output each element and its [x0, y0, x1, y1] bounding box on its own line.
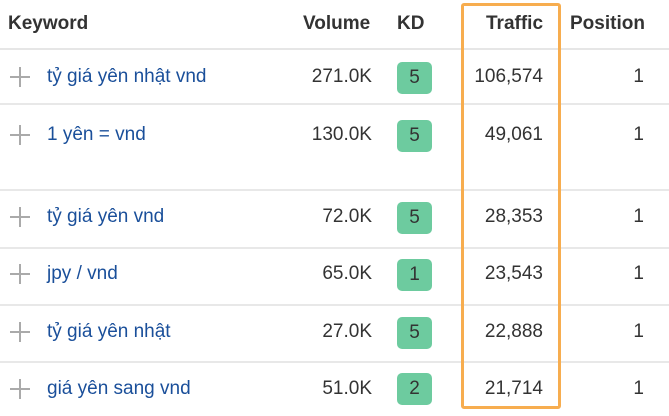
table-row: tỷ giá yên nhật 27.0K 5 22,888 1	[0, 306, 669, 363]
volume-value: 72.0K	[322, 206, 372, 227]
traffic-value: 22,888	[484, 321, 543, 342]
table-row: giá yên sang vnd 51.0K 2 21,714 1	[0, 363, 669, 416]
position-value: 1	[633, 378, 644, 399]
add-keyword-plus-icon[interactable]	[10, 125, 30, 145]
keyword-link[interactable]: tỷ giá yên nhật vnd	[47, 66, 207, 87]
add-keyword-plus-icon[interactable]	[10, 67, 30, 87]
position-value: 1	[633, 321, 644, 342]
table-row: jpy / vnd 65.0K 1 23,543 1	[0, 249, 669, 306]
table-header: Keyword Volume KD Traffic Position	[0, 0, 669, 50]
position-value: 1	[633, 66, 644, 87]
traffic-value: 106,574	[474, 66, 543, 87]
traffic-value: 21,714	[484, 378, 543, 399]
volume-value: 65.0K	[322, 263, 372, 284]
kd-badge: 5	[397, 317, 432, 349]
add-keyword-plus-icon[interactable]	[10, 379, 30, 399]
keyword-link[interactable]: tỷ giá yên nhật	[47, 321, 171, 342]
keyword-link[interactable]: giá yên sang vnd	[47, 378, 191, 399]
keyword-link[interactable]: 1 yên = vnd	[47, 124, 146, 145]
volume-value: 27.0K	[322, 321, 372, 342]
volume-value: 130.0K	[311, 124, 372, 145]
table-row: tỷ giá yên vnd 72.0K 5 28,353 1	[0, 191, 669, 249]
kd-badge: 5	[397, 202, 432, 234]
kd-badge: 1	[397, 259, 432, 291]
position-value: 1	[633, 206, 644, 227]
column-header-kd[interactable]: KD	[397, 13, 425, 34]
kd-badge: 5	[397, 62, 432, 94]
position-value: 1	[633, 124, 644, 145]
traffic-value: 28,353	[484, 206, 543, 227]
traffic-value: 49,061	[484, 124, 543, 145]
kd-badge: 5	[397, 120, 432, 152]
traffic-value: 23,543	[484, 263, 543, 284]
volume-value: 271.0K	[311, 66, 372, 87]
column-header-position[interactable]: Position	[570, 13, 645, 34]
keyword-link[interactable]: tỷ giá yên vnd	[47, 206, 165, 227]
kd-badge: 2	[397, 373, 432, 405]
add-keyword-plus-icon[interactable]	[10, 322, 30, 342]
add-keyword-plus-icon[interactable]	[10, 207, 30, 227]
column-header-volume[interactable]: Volume	[303, 13, 371, 34]
column-header-traffic[interactable]: Traffic	[486, 13, 544, 34]
position-value: 1	[633, 263, 644, 284]
table-row: tỷ giá yên nhật vnd 271.0K 5 106,574 1	[0, 50, 669, 105]
add-keyword-plus-icon[interactable]	[10, 264, 30, 284]
volume-value: 51.0K	[322, 378, 372, 399]
table-row: 1 yên = vnd 130.0K 5 49,061 1	[0, 105, 669, 191]
column-header-keyword[interactable]: Keyword	[8, 13, 89, 34]
keyword-link[interactable]: jpy / vnd	[47, 263, 118, 284]
